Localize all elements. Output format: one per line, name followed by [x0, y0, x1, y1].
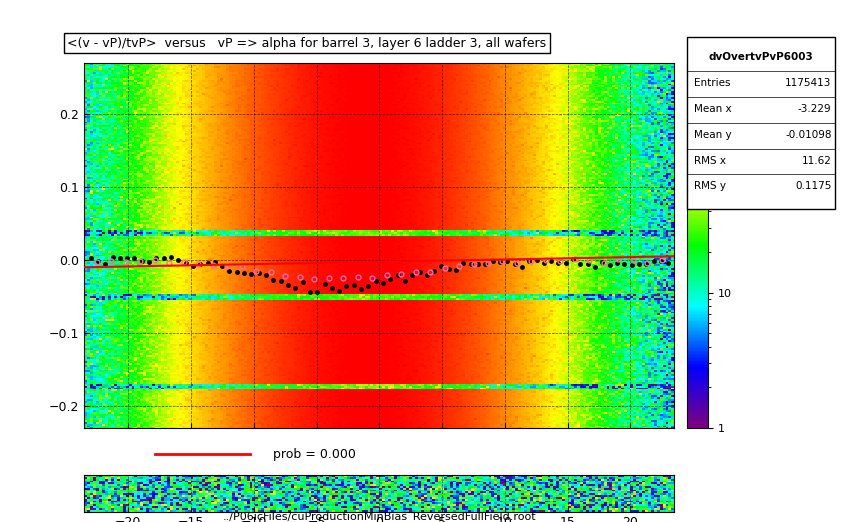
Text: <(v - vP)/tvP>  versus   vP => alpha for barrel 3, layer 6 ladder 3, all wafers: <(v - vP)/tvP> versus vP => alpha for ba…: [67, 37, 546, 50]
Text: 0.1175: 0.1175: [795, 182, 831, 192]
Text: Entries: Entries: [695, 78, 731, 88]
Text: -3.229: -3.229: [798, 104, 831, 114]
Text: 1175413: 1175413: [785, 78, 831, 88]
Text: ../P06icFiles/cuProductionMinBias_ReversedFullField.root: ../P06icFiles/cuProductionMinBias_Revers…: [223, 511, 536, 522]
Text: Mean y: Mean y: [695, 130, 732, 140]
Text: -0.01098: -0.01098: [785, 130, 831, 140]
Text: Mean x: Mean x: [695, 104, 732, 114]
Text: RMS y: RMS y: [695, 182, 727, 192]
Text: dvOvertvPvP6003: dvOvertvPvP6003: [708, 52, 813, 62]
Text: prob = 0.000: prob = 0.000: [273, 448, 356, 460]
Text: RMS x: RMS x: [695, 156, 727, 165]
Text: 11.62: 11.62: [802, 156, 831, 165]
